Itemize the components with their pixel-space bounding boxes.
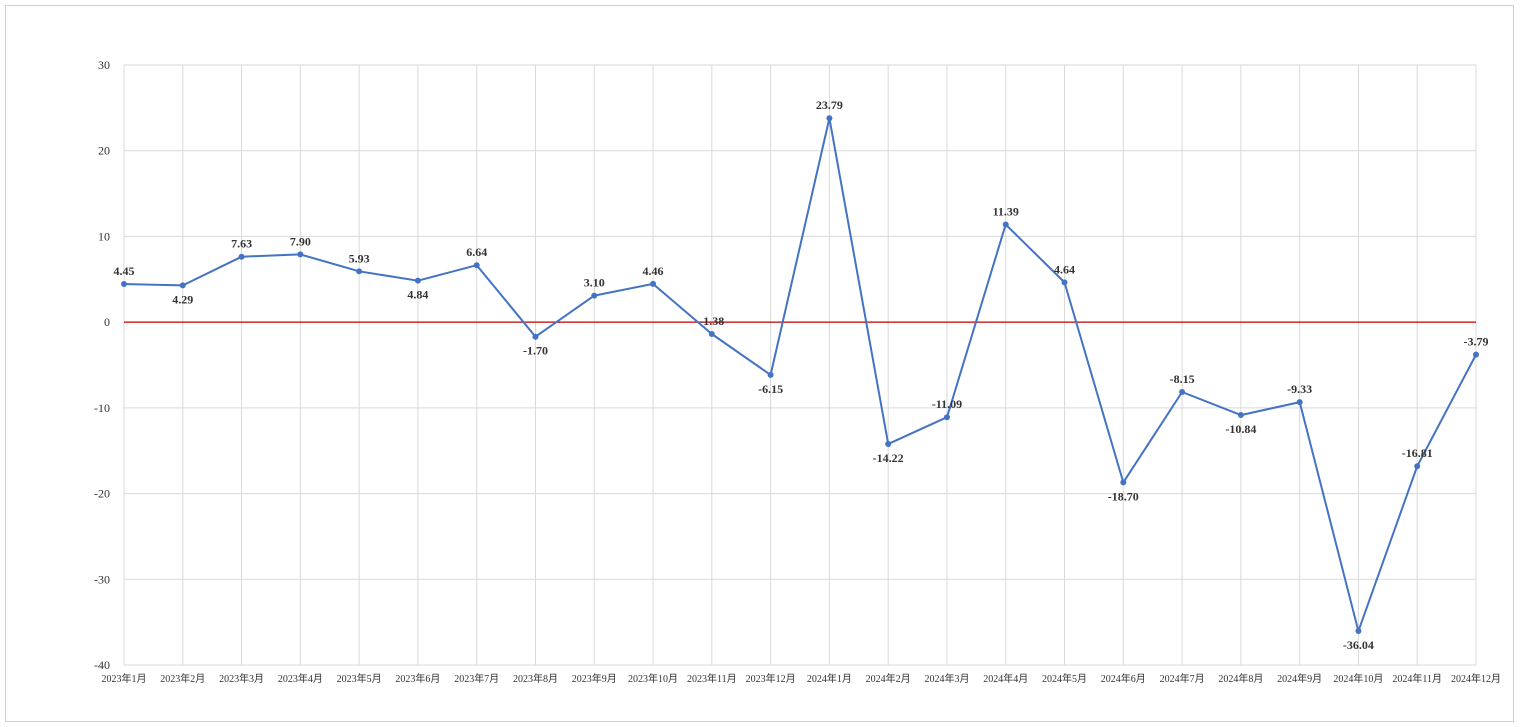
data-point <box>708 330 715 337</box>
data-point <box>1296 399 1303 406</box>
data-label: -16.81 <box>1402 446 1433 460</box>
data-label: 6.64 <box>466 245 487 259</box>
data-label: -8.15 <box>1170 372 1195 386</box>
data-point <box>1414 463 1421 470</box>
data-label: -1.70 <box>523 344 548 358</box>
y-tick-label: -40 <box>94 658 110 672</box>
data-point <box>1179 389 1186 395</box>
data-point <box>1061 279 1068 286</box>
y-tick-label: -30 <box>94 572 110 586</box>
y-tick-label: -20 <box>94 487 110 501</box>
data-label: 4.84 <box>407 288 428 302</box>
data-point <box>1355 628 1362 635</box>
data-point <box>532 333 539 340</box>
data-label: -11.09 <box>932 397 962 411</box>
x-tick-label: 2024年4月 <box>983 672 1028 685</box>
y-tick-label: 20 <box>98 144 110 158</box>
data-point <box>179 282 186 289</box>
data-label: -14.22 <box>873 451 904 465</box>
data-label: -9.33 <box>1287 382 1312 396</box>
data-point <box>1120 479 1127 486</box>
series-line <box>123 117 1477 633</box>
x-tick-label: 2024年11月 <box>1392 672 1442 685</box>
data-point <box>1237 412 1244 419</box>
data-label: -6.15 <box>758 382 783 396</box>
x-tick-label: 2024年2月 <box>866 672 911 685</box>
chart-frame: 30 20 10 0 -10 -20 -30 -40 2023年1月 2023年2月 2023年3月… <box>5 5 1514 722</box>
data-point <box>1002 221 1009 228</box>
x-tick-label: 2023年6月 <box>395 672 440 685</box>
data-point <box>238 253 245 260</box>
data-label: 4.29 <box>172 292 193 306</box>
x-tick-label: 2023年12月 <box>746 672 796 685</box>
x-tick-label: 2023年1月 <box>102 672 147 685</box>
data-point <box>121 281 127 287</box>
x-tick-label: 2024年3月 <box>924 672 969 685</box>
x-tick-label: 2023年11月 <box>687 672 737 685</box>
x-tick-label: 2023年4月 <box>278 672 323 685</box>
data-point <box>943 414 950 421</box>
x-tick-label: 2024年1月 <box>807 672 852 685</box>
data-label: -36.04 <box>1343 638 1374 652</box>
data-point <box>356 268 363 275</box>
data-point <box>767 371 774 378</box>
x-tick-label: 2024年5月 <box>1042 672 1087 685</box>
x-tick-label: 2023年5月 <box>337 672 382 685</box>
x-tick-label: 2023年8月 <box>513 672 558 685</box>
data-label: 3.10 <box>584 276 605 290</box>
data-label: 11.39 <box>993 205 1019 219</box>
data-point <box>885 441 892 448</box>
y-tick-label: 30 <box>98 58 110 72</box>
x-tick-label: 2023年2月 <box>160 672 205 685</box>
y-tick-label: 0 <box>104 315 110 329</box>
x-tick-label: 2023年7月 <box>454 672 499 685</box>
x-tick-label: 2024年9月 <box>1277 672 1322 685</box>
data-point <box>297 251 304 258</box>
data-point <box>414 277 421 284</box>
data-label: 7.90 <box>290 234 311 248</box>
x-tick-label: 2023年10月 <box>628 672 678 685</box>
data-label: 4.46 <box>643 264 664 278</box>
data-point <box>1473 351 1479 358</box>
data-point <box>473 262 480 269</box>
x-tick-label: 2023年9月 <box>572 672 617 685</box>
data-label: -3.79 <box>1464 335 1489 349</box>
x-tick-label: 2024年8月 <box>1218 672 1263 685</box>
data-point <box>826 115 833 122</box>
data-label: 23.79 <box>816 98 843 112</box>
data-label: -18.70 <box>1108 489 1139 503</box>
data-point <box>591 292 598 299</box>
data-label: 4.45 <box>114 264 135 278</box>
data-label: 7.63 <box>231 237 252 251</box>
x-tick-label: 2024年10月 <box>1333 672 1383 685</box>
x-tick-label: 2023年3月 <box>219 672 264 685</box>
data-label: -1.38 <box>699 314 724 328</box>
data-label: -10.84 <box>1225 422 1256 436</box>
x-tick-label: 2024年6月 <box>1101 672 1146 685</box>
data-label: 4.64 <box>1054 262 1075 276</box>
data-label: 5.93 <box>349 251 370 265</box>
data-point <box>650 280 657 287</box>
x-tick-label: 2024年12月 <box>1451 672 1501 685</box>
y-tick-label: 10 <box>98 229 110 243</box>
y-tick-label: -10 <box>94 401 110 415</box>
x-tick-label: 2024年7月 <box>1160 672 1205 685</box>
